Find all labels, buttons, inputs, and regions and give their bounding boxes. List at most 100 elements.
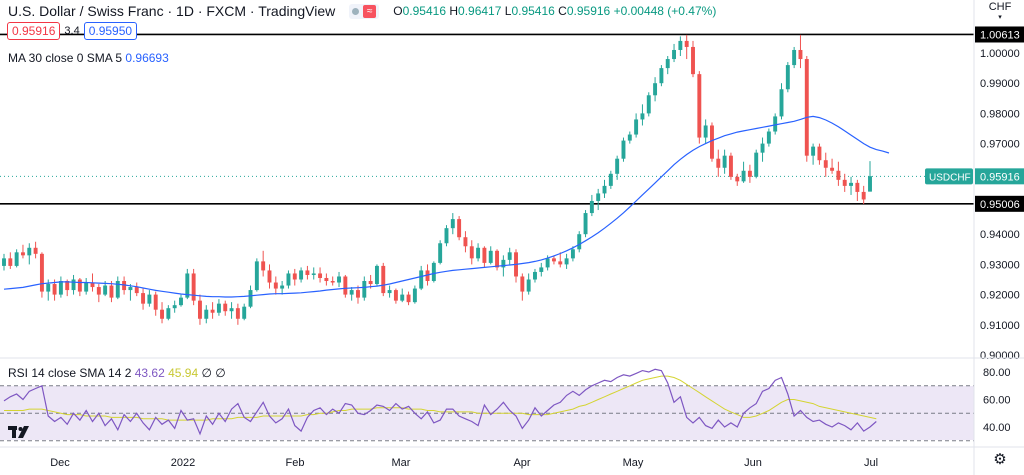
open-label: O	[393, 4, 403, 18]
candle-body	[286, 273, 291, 286]
settings-gear-icon[interactable]: ⚙	[993, 451, 1007, 468]
candle	[153, 291, 158, 316]
candle	[564, 253, 569, 269]
trade-buttons: 0.95916 3.4 0.95950	[7, 22, 138, 40]
candle	[634, 113, 639, 138]
candle-body	[476, 247, 481, 259]
visibility-toggle[interactable]: ≈	[349, 3, 380, 19]
candle-body	[634, 119, 639, 135]
current-price-badge	[975, 168, 1024, 185]
candle	[551, 255, 556, 265]
time-tick-label: Mar	[392, 457, 411, 469]
candle-body	[216, 303, 221, 313]
candle-body	[147, 294, 152, 304]
candle	[438, 240, 443, 265]
candle	[412, 285, 417, 304]
candle	[678, 36, 683, 57]
buy-button[interactable]: 0.95950	[83, 22, 138, 40]
candle-body	[735, 176, 740, 182]
ma-legend-label: MA 30 close 0 SMA 5	[8, 51, 123, 65]
candle	[109, 281, 114, 303]
candle-body	[469, 246, 474, 259]
price-tick-label: 0.91000	[980, 320, 1020, 332]
candle-body	[861, 191, 866, 200]
rsi-legend[interactable]: RSI 14 close SMA 14 2 43.62 45.94 ∅ ∅	[8, 366, 226, 380]
candle	[804, 56, 809, 162]
candle-body	[747, 170, 752, 177]
candle	[374, 264, 379, 286]
candle	[77, 277, 82, 297]
candle-body	[2, 258, 6, 266]
candle	[242, 303, 247, 321]
candle	[469, 240, 474, 265]
candle	[792, 46, 797, 69]
candle-body	[242, 306, 247, 319]
candle	[539, 262, 544, 277]
candle	[122, 276, 127, 295]
sell-button[interactable]: 0.95916	[7, 22, 61, 40]
symbol-title[interactable]: U.S. Dollar / Swiss Franc · 1D · FXCM · …	[8, 3, 336, 19]
candle-body	[46, 284, 51, 292]
candle-body	[722, 155, 727, 168]
candle	[589, 194, 594, 217]
candle	[267, 264, 272, 289]
level-badge	[975, 195, 1024, 212]
time-tick-label: 2022	[171, 457, 195, 469]
currency-label: CHF	[989, 1, 1012, 13]
candle-body	[741, 170, 746, 182]
candle	[254, 258, 259, 292]
candle-body	[640, 113, 645, 120]
candle-body	[223, 303, 228, 312]
time-tick-label: Jun	[744, 457, 762, 469]
candle-body	[703, 125, 708, 138]
candle	[754, 149, 759, 179]
candle-body	[406, 294, 411, 303]
candle	[84, 277, 89, 295]
candle	[526, 273, 531, 295]
candle-body	[128, 287, 133, 291]
candle-body	[868, 176, 872, 192]
candle-body	[27, 247, 32, 256]
candle-body	[804, 59, 809, 156]
candle-body	[438, 243, 443, 263]
candle	[21, 244, 25, 259]
candle	[96, 284, 101, 303]
candle-body	[311, 273, 316, 275]
candle-body	[450, 219, 455, 229]
candle-body	[419, 270, 424, 289]
candle-body	[109, 285, 114, 298]
ma-legend[interactable]: MA 30 close 0 SMA 5 0.96693	[8, 51, 169, 65]
candle	[836, 161, 841, 186]
candle	[659, 65, 664, 87]
candle	[842, 173, 847, 192]
price-tick-label: 0.99000	[980, 78, 1020, 90]
candle-body	[792, 49, 797, 66]
candle	[861, 185, 866, 204]
candle-body	[583, 213, 588, 235]
candle-body	[823, 160, 828, 168]
rsi-legend-value: 43.62	[134, 366, 165, 380]
time-tick-label: Apr	[513, 457, 530, 469]
rsi-tick-label: 40.00	[983, 422, 1011, 434]
rsi-sma-legend-value: 45.94	[168, 366, 199, 380]
candle	[115, 276, 120, 300]
price-tick-label: 0.98000	[980, 108, 1020, 120]
candle	[419, 265, 424, 291]
candle	[672, 43, 677, 63]
candle	[621, 137, 626, 162]
price-axis[interactable]: CHF▾1.000000.990000.980000.970000.960000…	[925, 1, 1024, 434]
candle-body	[659, 68, 664, 84]
time-axis[interactable]: Dec 2022 Feb Mar Apr May Jun Jul	[50, 457, 878, 469]
candle	[665, 56, 670, 75]
candle-body	[299, 270, 304, 280]
candle	[817, 143, 822, 165]
tradingview-logo-icon[interactable]	[8, 424, 30, 440]
replay-icon: ≈	[363, 4, 377, 18]
candle-body	[65, 281, 70, 291]
candle	[324, 273, 329, 286]
candle-body	[387, 290, 392, 294]
candle-body	[153, 294, 158, 310]
candle	[172, 300, 177, 313]
candle-body	[570, 249, 575, 259]
